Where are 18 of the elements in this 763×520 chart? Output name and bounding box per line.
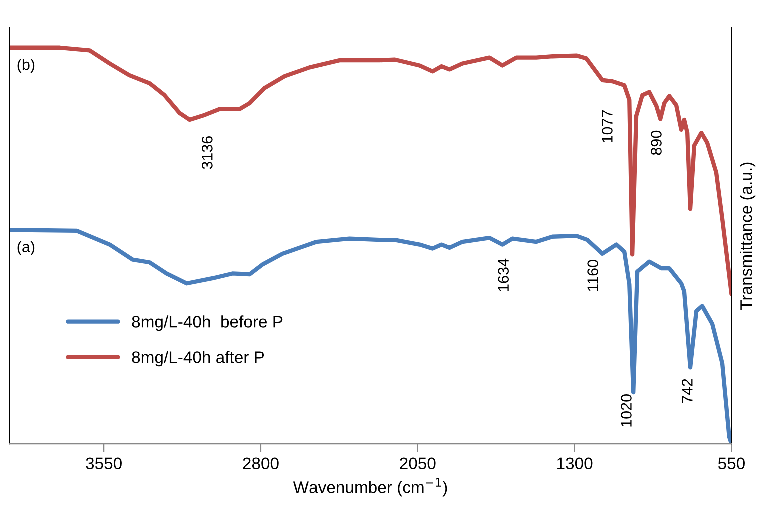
legend-label: 8mg/L-40h after P: [132, 351, 264, 367]
x-tick-label: 2800: [243, 458, 279, 470]
annotation: 742: [682, 379, 693, 404]
annotation: (b): [18, 59, 35, 74]
annotation: 1160: [588, 260, 598, 292]
x-tick-label: 3550: [86, 458, 122, 470]
x-tick-label: 2050: [400, 458, 436, 470]
y-axis-title: Transmittance (a.u.): [740, 162, 756, 310]
annotation: (a): [18, 241, 35, 256]
annotation: 1634: [498, 258, 510, 292]
annotation: 1020: [621, 394, 632, 427]
annotation: 890: [651, 130, 662, 156]
x-tick-label: 550: [718, 458, 745, 470]
x-axis-title: Wavenumber (cm$^{−1}$): [293, 478, 448, 497]
annotation: 1077: [602, 110, 613, 143]
legend-label: 8mg/L-40h before P: [132, 316, 283, 332]
x-tick-label: 1300: [558, 458, 593, 470]
annotation: 3136: [202, 136, 213, 170]
